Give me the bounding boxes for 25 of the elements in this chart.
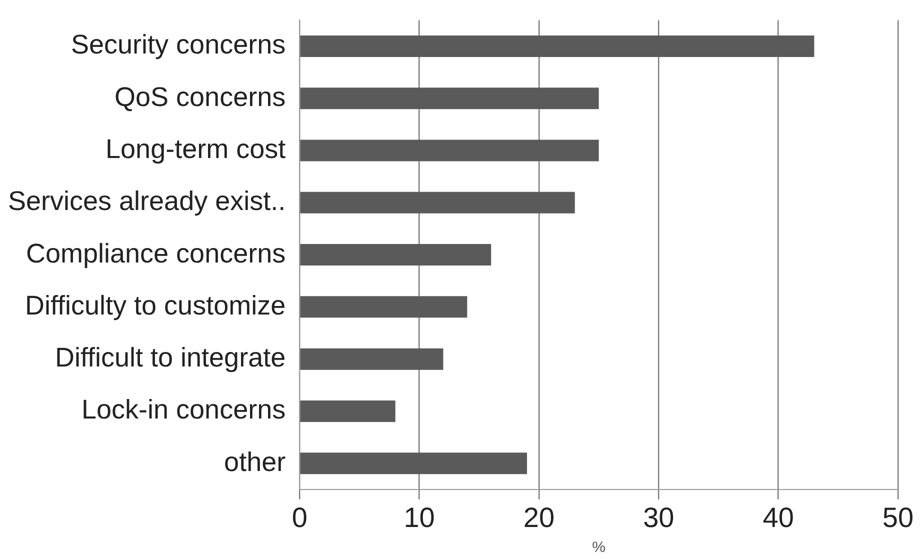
y-tick-label: Services already exist.. [8,186,286,216]
x-tick-label: 30 [643,502,674,533]
bar [300,452,527,474]
bar [300,140,599,162]
x-tick-label: 40 [762,502,794,533]
y-tick-label: Compliance concerns [26,238,286,268]
y-tick-label: QoS concerns [114,82,286,112]
y-tick-label: Long-term cost [106,134,286,164]
bar [300,400,396,422]
bar [300,36,814,58]
y-tick-label: Difficulty to customize [25,290,286,320]
bar [300,88,599,110]
bar [300,244,492,266]
y-tick-label: other [224,446,286,477]
x-tick-label: 0 [292,502,308,533]
y-tick-label: Security concerns [71,30,286,60]
bar [300,348,444,370]
x-tick-label: 10 [404,502,435,533]
x-tick-label: 50 [882,502,914,533]
x-axis-title: % [592,539,606,556]
bar [300,192,575,214]
x-tick-label: 20 [523,502,555,533]
y-tick-label: Difficult to integrate [54,342,286,373]
bar [300,296,468,318]
y-tick-label: Lock-in concerns [82,394,286,425]
